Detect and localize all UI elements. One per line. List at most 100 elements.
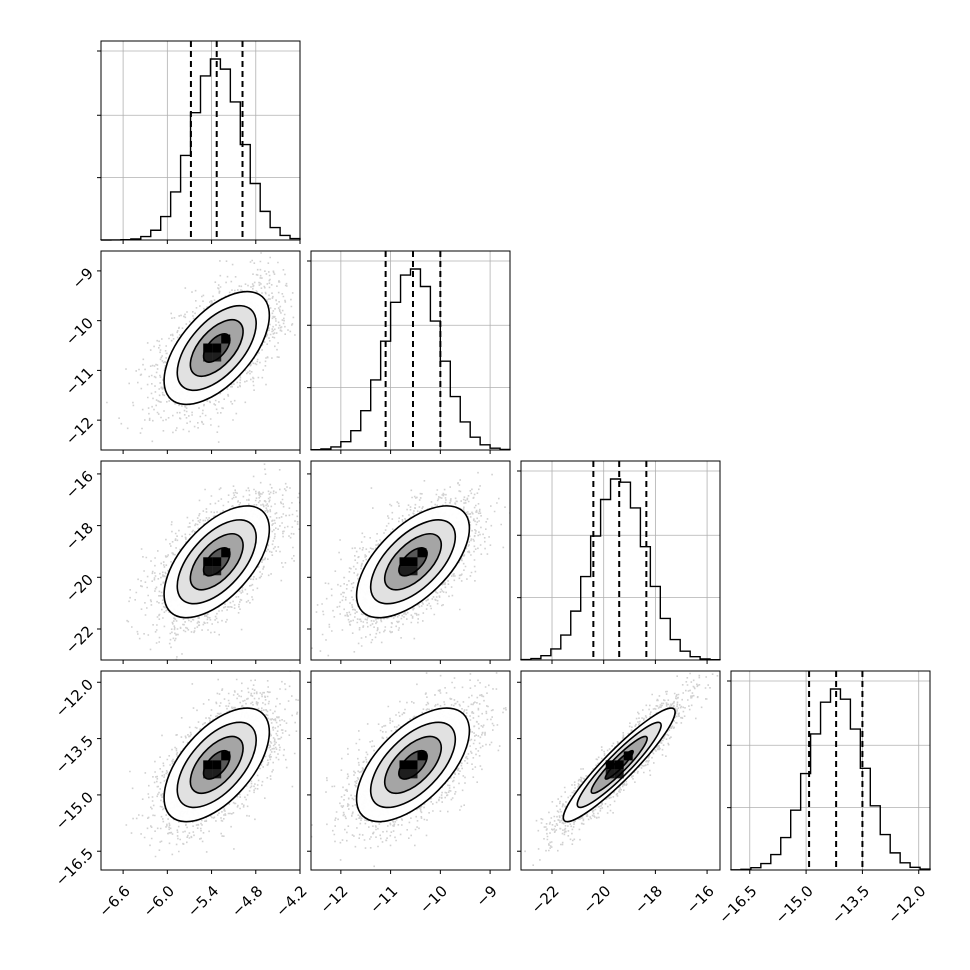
x-tick-label: −16.5 bbox=[715, 882, 760, 927]
grid-lines bbox=[122, 41, 257, 240]
density-cell bbox=[399, 760, 409, 770]
density-content bbox=[524, 672, 719, 866]
contour-line-3 bbox=[604, 749, 634, 780]
x-tick-label: −4.2 bbox=[272, 882, 310, 920]
grid-lines-horizontal bbox=[311, 260, 510, 389]
y-tick-label: −9 bbox=[69, 264, 97, 292]
contour-line-outer bbox=[562, 707, 676, 823]
contour-line-1 bbox=[576, 721, 662, 809]
y-tick-label: −11 bbox=[62, 364, 97, 399]
density-cell bbox=[614, 760, 624, 770]
grid-lines bbox=[340, 251, 491, 450]
contour-line-1 bbox=[176, 721, 257, 809]
panel-frame bbox=[520, 460, 721, 661]
density-cell bbox=[212, 352, 222, 362]
histogram-steps bbox=[520, 478, 721, 661]
contour-line-2 bbox=[383, 735, 442, 795]
density-peak-cells bbox=[203, 334, 231, 362]
contour-line-1 bbox=[176, 304, 257, 392]
density-cell bbox=[614, 769, 624, 779]
density-cell bbox=[203, 352, 213, 362]
histogram-panel-4 bbox=[727, 670, 931, 874]
x-tick-label: −22 bbox=[528, 882, 563, 917]
grid-lines-horizontal bbox=[731, 680, 930, 809]
contour-line-3 bbox=[398, 547, 428, 577]
density-cell bbox=[605, 760, 615, 770]
density-cell bbox=[203, 769, 213, 779]
contour-line-2 bbox=[189, 319, 244, 378]
density-content bbox=[311, 672, 507, 868]
density-cell bbox=[417, 751, 427, 761]
density-cell bbox=[212, 566, 222, 576]
panel-frame bbox=[100, 250, 301, 451]
contour-line-outer bbox=[163, 505, 271, 619]
contour-line-outer bbox=[163, 290, 271, 406]
x-tick-label: −12 bbox=[316, 882, 351, 917]
density-panel-4-3 bbox=[517, 670, 721, 874]
x-tick-label: −20 bbox=[579, 882, 614, 917]
density-content bbox=[125, 671, 299, 858]
density-content bbox=[106, 252, 296, 450]
x-tick-label: −18 bbox=[631, 882, 666, 917]
panel-frame bbox=[310, 250, 511, 451]
contour-line-3 bbox=[202, 749, 231, 780]
x-tick-label: −10 bbox=[416, 882, 451, 917]
density-panel-4-1 bbox=[97, 670, 301, 874]
contour-line-2 bbox=[189, 533, 244, 591]
panel-frame bbox=[100, 40, 301, 241]
contour-line-outer bbox=[355, 707, 471, 823]
y-tick-label: −13.5 bbox=[52, 732, 97, 777]
y-tick-label: −10 bbox=[62, 314, 97, 349]
y-tick-label: −15.0 bbox=[52, 788, 97, 833]
contour-line-outer bbox=[163, 707, 271, 823]
density-cell bbox=[212, 343, 222, 353]
density-panel-4-2 bbox=[307, 670, 511, 874]
histogram-steps bbox=[310, 268, 511, 451]
contour-line-3 bbox=[202, 547, 231, 577]
contour-line-1 bbox=[369, 519, 457, 605]
grid-lines-horizontal bbox=[521, 470, 720, 599]
density-cell bbox=[203, 760, 213, 770]
density-cell bbox=[212, 760, 222, 770]
density-cell bbox=[221, 751, 231, 761]
histogram-panel-1 bbox=[97, 40, 301, 244]
panel-frame bbox=[520, 670, 721, 871]
density-cell bbox=[221, 334, 231, 344]
density-cell bbox=[203, 566, 213, 576]
density-cell bbox=[399, 566, 409, 576]
x-tick-label: −5.4 bbox=[184, 882, 222, 920]
density-cell bbox=[408, 566, 418, 576]
density-content bbox=[126, 463, 300, 660]
contour-line-3 bbox=[202, 333, 231, 363]
density-peak-cells bbox=[203, 751, 231, 779]
contour-line-2 bbox=[590, 735, 648, 795]
density-peak-cells bbox=[605, 751, 633, 779]
density-peak-cells bbox=[399, 548, 427, 576]
contour-line-2 bbox=[383, 533, 442, 591]
contour-line-outer bbox=[355, 505, 471, 619]
y-tick-label: −12.0 bbox=[52, 676, 97, 721]
panel-frame bbox=[100, 670, 301, 871]
density-cell bbox=[221, 548, 231, 558]
density-panel-3-1 bbox=[97, 460, 301, 664]
y-tick-label: −12 bbox=[62, 413, 97, 448]
density-cell bbox=[623, 751, 633, 761]
histogram-panel-2 bbox=[307, 250, 511, 454]
density-peak-cells bbox=[203, 548, 231, 576]
density-cell bbox=[212, 557, 222, 567]
panel-frame bbox=[310, 670, 511, 871]
density-cell bbox=[408, 557, 418, 567]
density-panel-3-2 bbox=[307, 460, 511, 664]
panel-frame bbox=[100, 460, 301, 661]
contour-line-1 bbox=[369, 721, 457, 809]
y-tick-label: −20 bbox=[62, 571, 97, 606]
panel-frame bbox=[730, 670, 931, 871]
density-cell bbox=[408, 760, 418, 770]
grid-lines-horizontal bbox=[101, 50, 300, 179]
grid-lines bbox=[551, 461, 708, 660]
density-cell bbox=[605, 769, 615, 779]
density-cell bbox=[203, 557, 213, 567]
panel-frame bbox=[310, 460, 511, 661]
y-tick-label: −18 bbox=[62, 519, 97, 554]
